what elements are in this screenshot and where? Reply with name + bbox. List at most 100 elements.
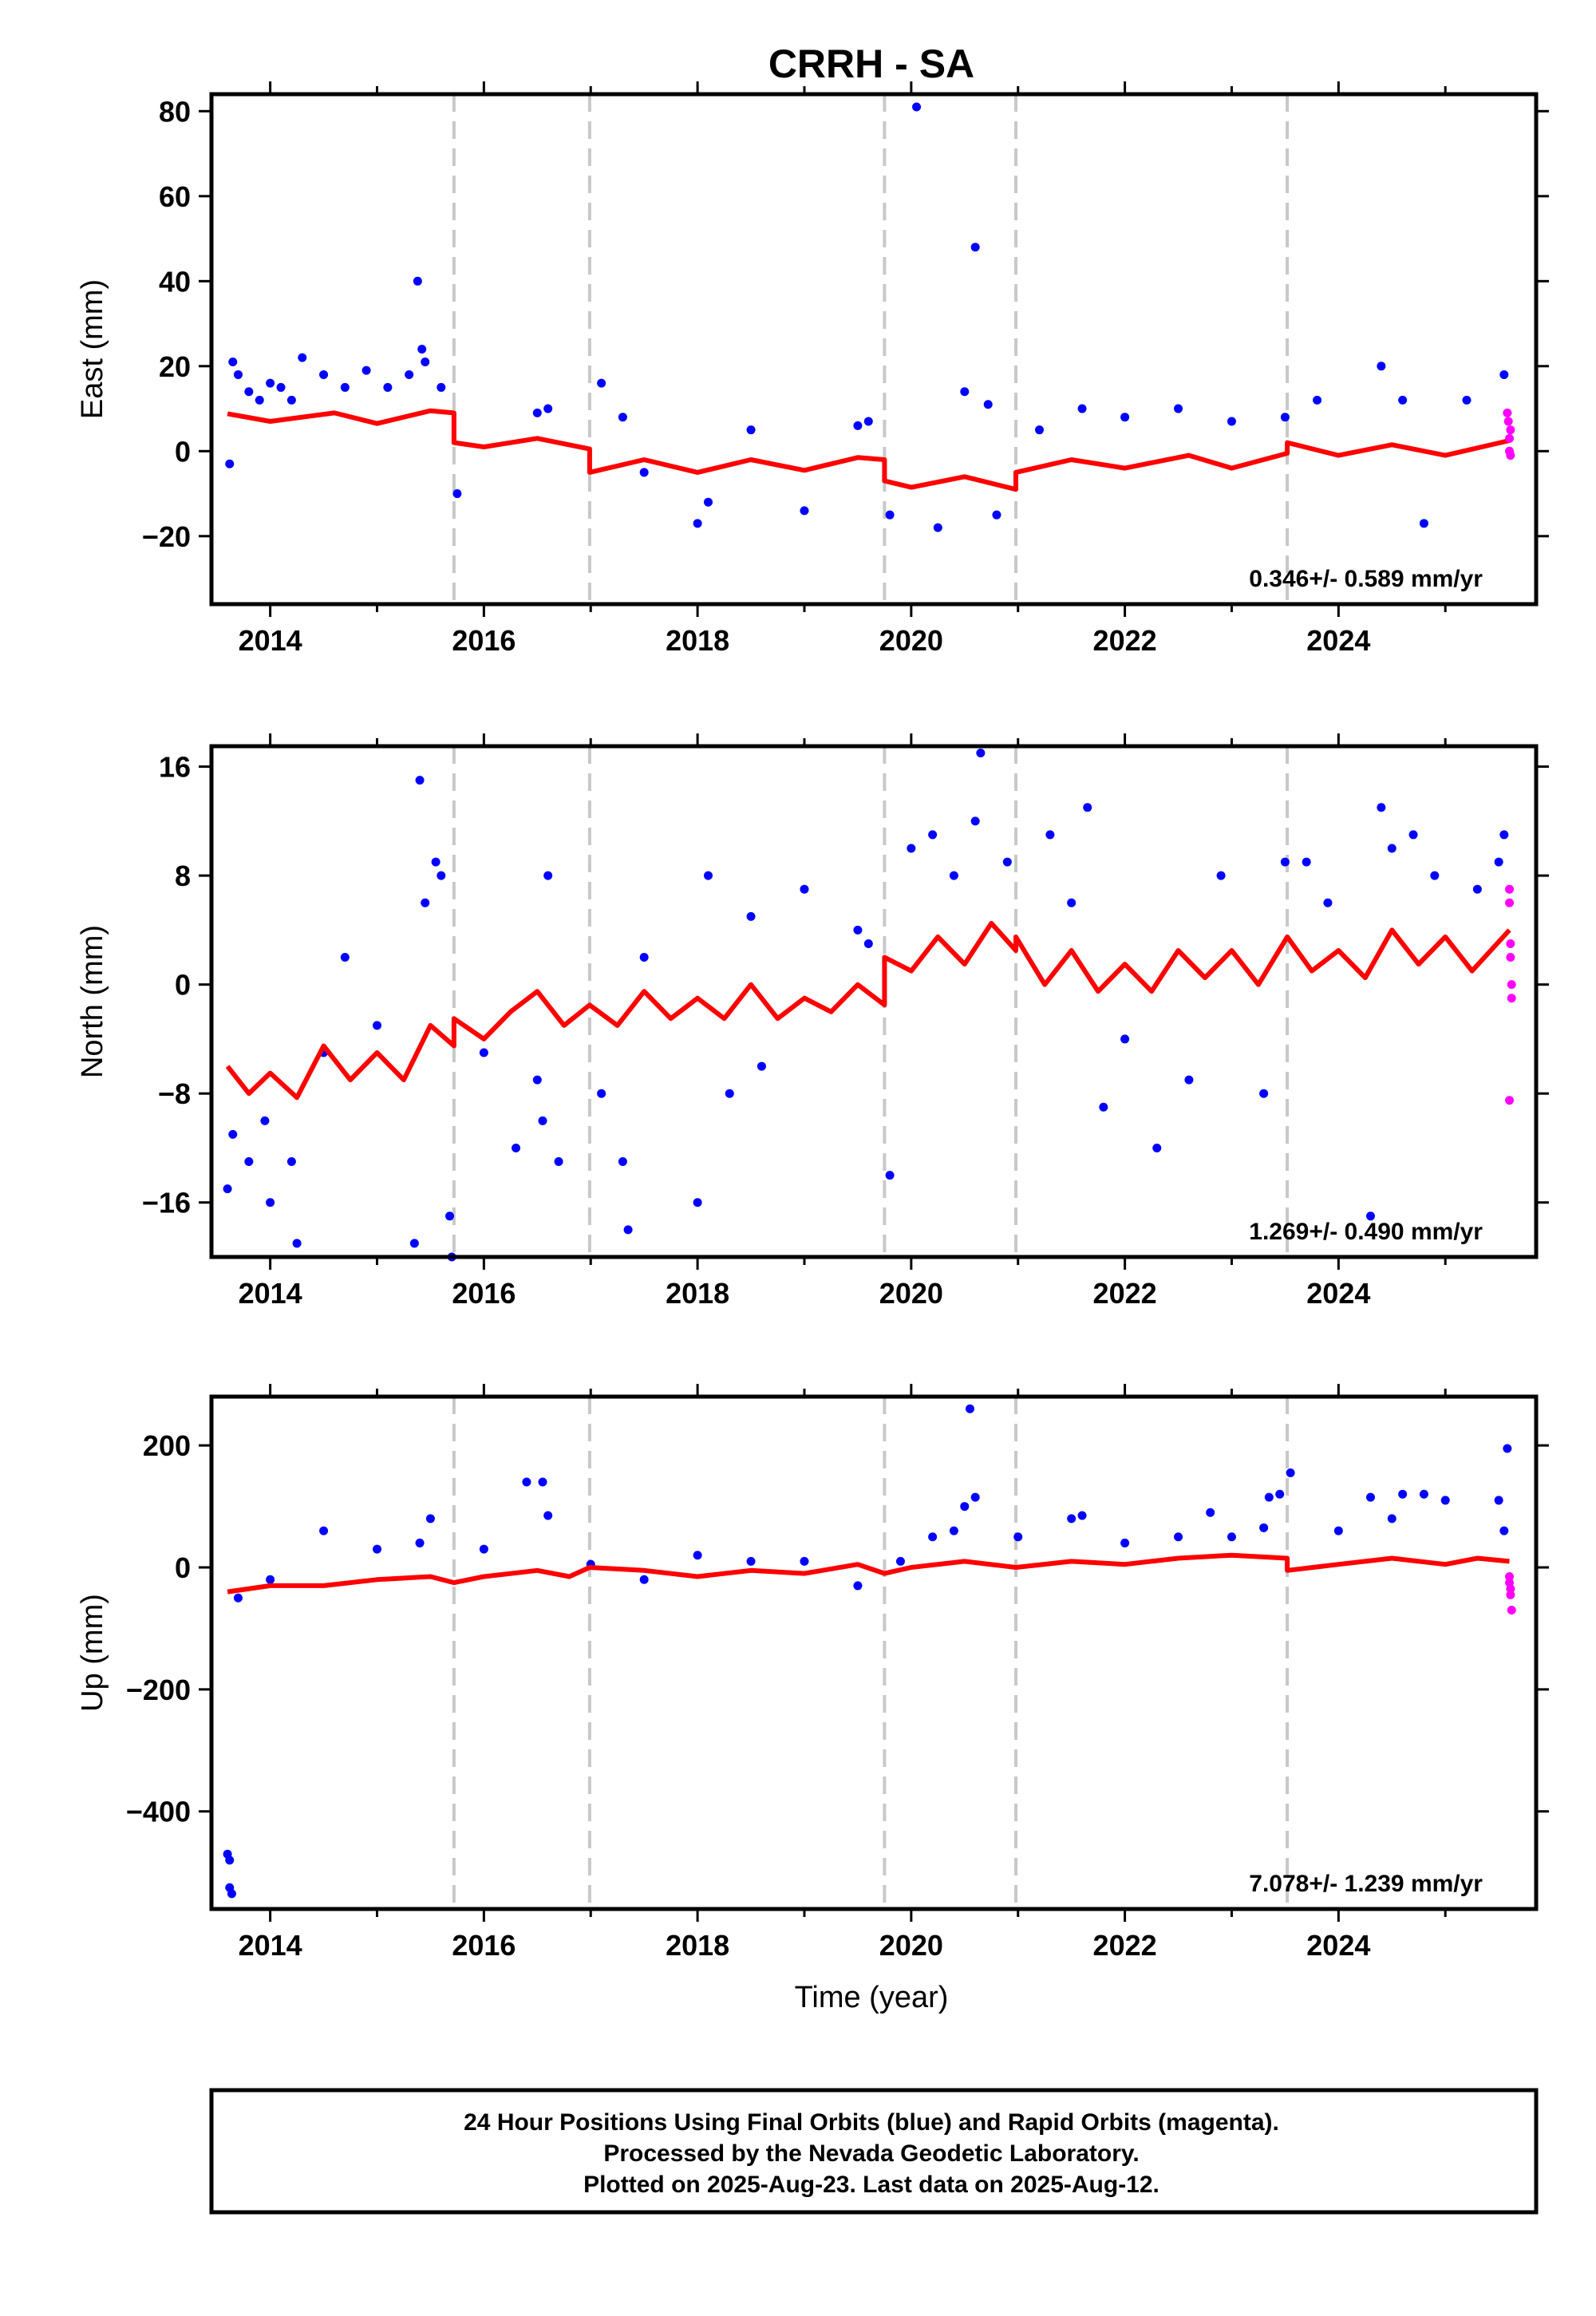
x-tick-label: 2018 — [666, 624, 729, 657]
y-tick-label: −8 — [158, 1077, 191, 1110]
final-orbit-point — [983, 400, 993, 409]
final-orbit-point — [286, 395, 296, 405]
y-axis-label: East (mm) — [76, 279, 109, 419]
final-orbit-point — [1264, 1492, 1274, 1502]
x-tick-label: 2014 — [239, 1277, 302, 1310]
final-orbit-point — [1206, 1508, 1215, 1517]
final-orbit-point — [960, 387, 970, 397]
y-tick-label: 40 — [159, 265, 191, 298]
plot-background — [211, 746, 1536, 1257]
final-orbit-point — [746, 911, 756, 921]
final-orbit-point — [266, 378, 275, 388]
final-orbit-point — [340, 382, 350, 392]
final-orbit-point — [1099, 1102, 1108, 1112]
rapid-orbit-point — [1506, 1584, 1515, 1594]
final-orbit-point — [863, 417, 873, 426]
final-orbit-point — [1184, 1075, 1194, 1085]
y-tick-label: 20 — [159, 350, 191, 383]
final-orbit-point — [543, 1511, 553, 1520]
final-orbit-point — [928, 1532, 938, 1542]
final-orbit-point — [266, 1198, 275, 1207]
plot-frame — [209, 1394, 1539, 1911]
final-orbit-point — [292, 1239, 302, 1248]
final-orbit-point — [425, 1514, 435, 1524]
x-tick-label: 2016 — [452, 1929, 516, 1962]
final-orbit-point — [693, 519, 702, 528]
final-orbit-point — [725, 1089, 734, 1098]
final-orbit-point — [373, 1021, 381, 1030]
final-orbit-point — [618, 413, 627, 422]
x-tick-label: 2018 — [666, 1929, 729, 1962]
final-orbit-point — [445, 1211, 455, 1221]
final-orbit-point — [1286, 1468, 1295, 1478]
plot-frame — [209, 744, 1539, 1259]
final-orbit-point — [863, 939, 873, 948]
rapid-orbit-point — [1507, 980, 1516, 990]
final-orbit-point — [757, 1061, 766, 1071]
chart-title: CRRH - SA — [768, 41, 974, 86]
final-orbit-point — [543, 871, 553, 880]
x-tick-label: 2022 — [1093, 1277, 1157, 1310]
final-orbit-point — [319, 1526, 329, 1535]
final-orbit-point — [1419, 1489, 1428, 1499]
final-orbit-point — [223, 1184, 232, 1194]
final-orbit-point — [415, 776, 425, 785]
y-tick-label: −20 — [142, 520, 191, 553]
final-orbit-point — [853, 925, 863, 935]
rapid-orbit-point — [1506, 939, 1515, 948]
final-orbit-point — [532, 408, 542, 417]
final-orbit-point — [1398, 395, 1408, 405]
rapid-orbit-point — [1507, 1606, 1516, 1614]
final-orbit-point — [228, 357, 238, 366]
final-orbit-point — [244, 1157, 254, 1167]
final-orbit-point — [1152, 1143, 1162, 1152]
final-orbit-point — [885, 1171, 895, 1180]
final-orbit-point — [260, 1116, 270, 1125]
final-orbit-point — [853, 421, 863, 430]
final-orbit-point — [1499, 830, 1509, 840]
final-orbit-point — [639, 1575, 649, 1584]
final-orbit-point — [1462, 395, 1472, 405]
rapid-orbit-point — [1506, 1590, 1515, 1599]
final-orbit-point — [361, 366, 371, 375]
final-orbit-point — [933, 523, 942, 532]
final-orbit-point — [895, 1556, 905, 1566]
final-orbit-point — [421, 898, 430, 907]
y-tick-label: 0 — [175, 969, 191, 1002]
final-orbit-point — [1077, 1511, 1087, 1520]
final-orbit-point — [286, 1157, 296, 1167]
y-tick-label: 200 — [143, 1429, 191, 1462]
final-orbit-point — [1323, 898, 1333, 907]
rapid-orbit-point — [1505, 884, 1515, 894]
x-tick-label: 2020 — [879, 1277, 943, 1310]
x-tick-label: 2016 — [452, 624, 516, 657]
final-orbit-point — [1387, 844, 1396, 853]
final-orbit-point — [1259, 1089, 1269, 1098]
final-orbit-point — [853, 1581, 863, 1591]
model-fit-line — [225, 920, 1511, 1101]
final-orbit-point — [1430, 871, 1440, 880]
final-orbit-point — [1333, 1526, 1343, 1535]
final-orbit-point — [452, 489, 462, 499]
model-fit-line — [227, 408, 1511, 492]
plot-background — [211, 94, 1536, 604]
final-orbit-point — [233, 370, 243, 379]
final-orbit-point — [1499, 370, 1509, 379]
final-orbit-point — [1387, 1514, 1396, 1524]
rate-label: 1.269+/- 0.490 mm/yr — [1249, 1219, 1483, 1245]
final-orbit-point — [373, 1544, 381, 1554]
y-tick-label: −200 — [126, 1674, 191, 1706]
final-orbit-point — [1302, 857, 1311, 867]
final-orbit-point — [618, 1157, 627, 1167]
final-orbit-point — [1227, 1532, 1236, 1542]
y-axis-label: North (mm) — [76, 925, 109, 1078]
final-orbit-point — [1398, 1489, 1408, 1499]
x-tick-label: 2016 — [452, 1277, 516, 1310]
final-orbit-point — [431, 857, 440, 867]
rate-label: 7.078+/- 1.239 mm/yr — [1249, 1871, 1483, 1897]
y-axis-label: Up (mm) — [76, 1594, 109, 1712]
final-orbit-point — [1045, 830, 1055, 840]
y-tick-label: 60 — [159, 180, 191, 213]
final-orbit-point — [1366, 1211, 1375, 1221]
final-orbit-point — [1494, 857, 1503, 867]
